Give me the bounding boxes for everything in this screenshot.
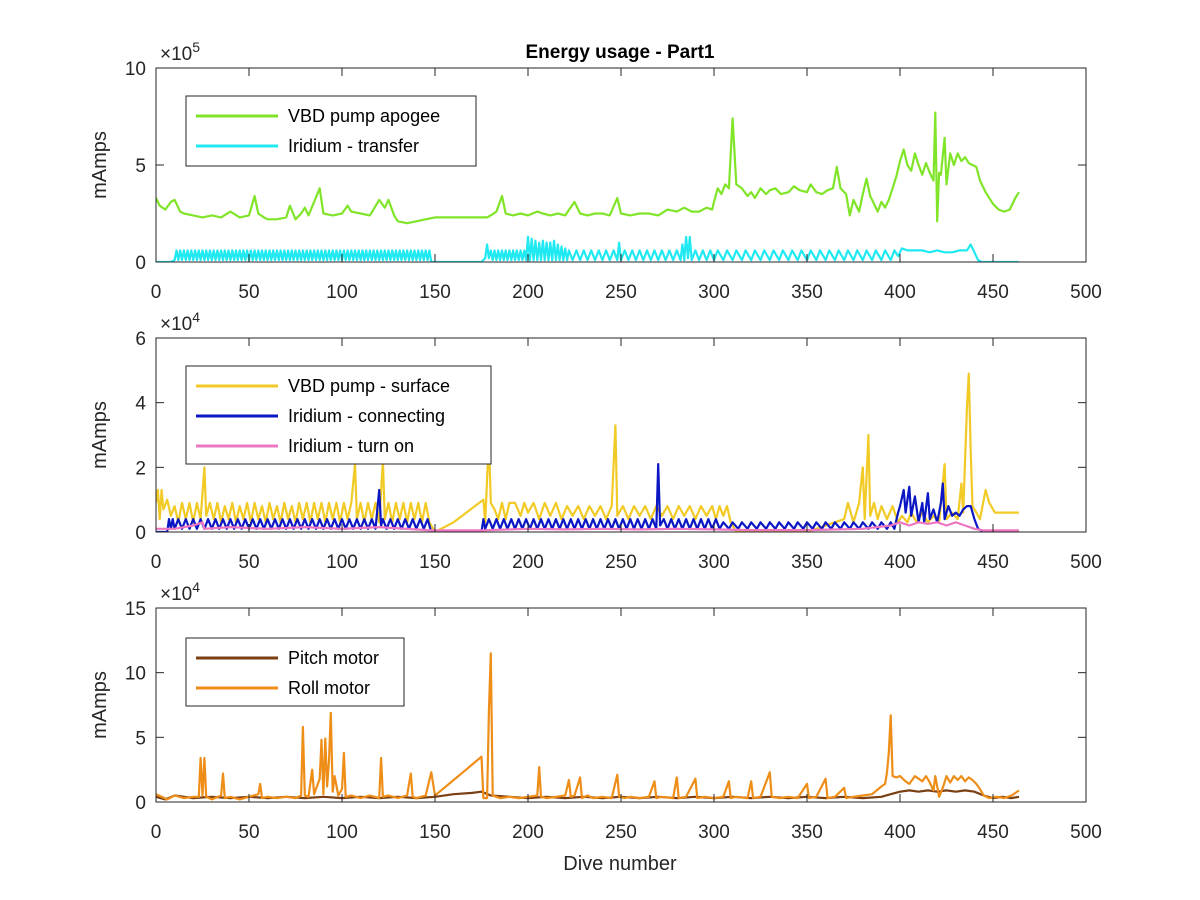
x-tick-label: 250	[605, 282, 637, 303]
x-axis-label: Dive number	[563, 853, 677, 875]
x-tick-label: 400	[884, 552, 916, 573]
x-tick-label: 100	[326, 282, 358, 303]
legend-label: Iridium - connecting	[288, 406, 445, 426]
y-tick-label: 0	[135, 253, 146, 274]
x-tick-label: 500	[1070, 822, 1102, 843]
y-exponent-power: 4	[192, 309, 200, 325]
x-tick-label: 150	[419, 822, 451, 843]
y-tick-label: 4	[135, 394, 146, 415]
y-tick-label: 10	[125, 59, 146, 80]
y-tick-label: 15	[125, 599, 146, 620]
series-line-iridium-turn-on	[156, 521, 1019, 532]
y-exponent-base: ×10	[160, 314, 192, 335]
y-tick-label: 2	[135, 458, 146, 479]
x-tick-label: 0	[151, 282, 162, 303]
legend-label: VBD pump apogee	[288, 106, 440, 126]
x-tick-label: 50	[238, 282, 259, 303]
legend-label: Roll motor	[288, 678, 370, 698]
legend-label: Iridium - transfer	[288, 136, 419, 156]
x-tick-label: 200	[512, 552, 544, 573]
series-line-vbd-pump-apogee	[156, 111, 1020, 225]
legend-box	[185, 95, 477, 167]
x-tick-label: 450	[977, 552, 1009, 573]
y-exponent-label: ×105	[160, 39, 200, 65]
subplot-2: 0 50 100 150 200 250 300 350 400 450 5000246×104mA…	[89, 309, 1102, 573]
y-tick-label: 6	[135, 329, 146, 350]
y-tick-label: 5	[135, 728, 146, 749]
x-tick-label: 100	[326, 552, 358, 573]
x-tick-label: 350	[791, 822, 823, 843]
y-tick-label: 0	[135, 523, 146, 544]
subplot-1: 0 50 100 150 200 250 300 350 400 450 5000510×105mA…	[89, 39, 1102, 303]
legend-box	[185, 637, 405, 707]
x-tick-label: 0	[151, 822, 162, 843]
x-tick-label: 500	[1070, 552, 1102, 573]
y-axis-label: mAmps	[89, 671, 111, 739]
series-lines	[156, 111, 1020, 262]
x-tick-label: 250	[605, 552, 637, 573]
subplot-3: 0 50 100 150 200 250 300 350 400 450 500 0 5 10 15 ×104…	[89, 579, 1102, 843]
y-axis-label: mAmps	[89, 401, 111, 469]
y-exponent-label: ×104	[160, 579, 200, 605]
figure-title: Energy usage - Part1	[525, 42, 714, 63]
x-tick-label: 400	[884, 282, 916, 303]
x-tick-label: 200	[512, 822, 544, 843]
x-tick-label: 300	[698, 822, 730, 843]
legend-label: VBD pump - surface	[288, 376, 450, 396]
legend: VBD pump - surface Iridium - connecting Ir…	[185, 365, 492, 465]
y-exponent-power: 4	[192, 579, 200, 595]
x-tick-label: 300	[698, 552, 730, 573]
x-tick-label: 500	[1070, 282, 1102, 303]
legend-label: Pitch motor	[288, 648, 379, 668]
y-tick-label: 10	[125, 664, 146, 685]
y-exponent-power: 5	[192, 39, 200, 55]
series-line-vbd-pump-surface	[156, 372, 1019, 532]
y-exponent-base: ×10	[160, 44, 192, 65]
x-tick-label: 350	[791, 552, 823, 573]
x-tick-label: 50	[238, 822, 259, 843]
legend: VBD pump apogee Iridium - transfer	[185, 95, 477, 167]
y-exponent-label: ×104	[160, 309, 200, 335]
series-line-roll-motor	[156, 652, 1020, 801]
x-tick-label: 0	[151, 552, 162, 573]
series-lines	[156, 372, 1019, 532]
y-tick-label: 0	[135, 793, 146, 814]
subplots: 0 50 100 150 200 250 300 350 400 450 5000510×105mA…	[89, 39, 1102, 843]
x-tick-label: 400	[884, 822, 916, 843]
x-tick-label: 150	[419, 282, 451, 303]
legend-label: Iridium - turn on	[288, 436, 414, 456]
series-lines	[156, 652, 1020, 801]
x-tick-label: 450	[977, 822, 1009, 843]
series-line-iridium-transfer	[156, 235, 1019, 262]
x-tick-label: 350	[791, 282, 823, 303]
x-tick-label: 150	[419, 552, 451, 573]
x-tick-label: 250	[605, 822, 637, 843]
legend: Pitch motor Roll motor	[185, 637, 405, 707]
x-tick-label: 450	[977, 282, 1009, 303]
x-tick-label: 300	[698, 282, 730, 303]
y-tick-label: 5	[135, 156, 146, 177]
y-axis-label: mAmps	[89, 131, 111, 199]
y-exponent-base: ×10	[160, 584, 192, 605]
x-tick-label: 50	[238, 552, 259, 573]
series-line-iridium-connecting	[156, 463, 985, 532]
x-tick-label: 200	[512, 282, 544, 303]
x-tick-label: 100	[326, 822, 358, 843]
